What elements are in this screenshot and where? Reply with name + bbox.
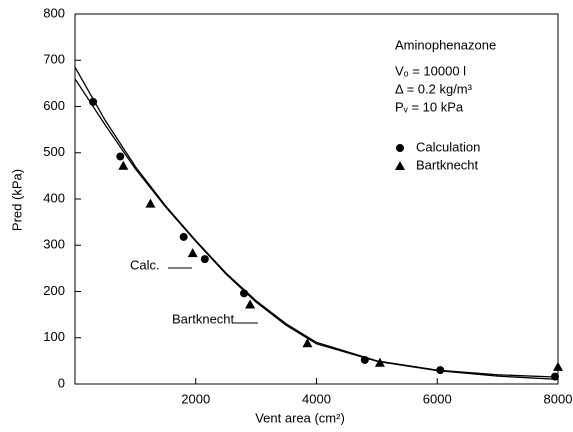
y-tick-label: 300 — [43, 237, 65, 252]
data-point — [302, 338, 313, 348]
x-tick-label: 8000 — [544, 391, 573, 406]
y-tick-label: 400 — [43, 190, 65, 205]
data-point — [116, 152, 125, 161]
legend-marker — [395, 161, 405, 170]
annotation: Aminophenazone — [395, 37, 496, 52]
x-tick-label: 6000 — [423, 391, 452, 406]
curve-label: Bartknecht — [172, 311, 235, 326]
legend-label: Calculation — [416, 139, 480, 154]
fit-curve — [74, 78, 559, 381]
plot-frame — [74, 13, 559, 385]
legend-label: Bartknecht — [416, 157, 479, 172]
data-point — [240, 289, 249, 298]
y-tick-label: 200 — [43, 283, 65, 298]
data-point — [200, 255, 209, 264]
data-point — [245, 299, 256, 309]
data-point — [187, 248, 198, 258]
y-tick-label: 500 — [43, 144, 65, 159]
data-point — [179, 232, 188, 241]
y-tick-label: 600 — [43, 98, 65, 113]
data-point — [553, 361, 563, 371]
annotation: Vₒ = 10000 l — [395, 63, 466, 78]
y-tick-label: 0 — [58, 375, 65, 390]
data-point — [374, 357, 385, 367]
x-tick-label: 2000 — [181, 391, 210, 406]
y-tick-label: 800 — [43, 5, 65, 20]
data-point — [550, 372, 559, 381]
x-tick-label: 4000 — [302, 391, 331, 406]
annotation: Δ = 0.2 kg/m³ — [395, 81, 473, 96]
data-point — [360, 355, 369, 364]
data-point — [89, 97, 98, 106]
fit-curve — [74, 66, 559, 378]
data-point — [436, 366, 445, 375]
data-point — [118, 160, 129, 170]
x-axis-label: Vent area (cm²) — [255, 410, 345, 425]
curve-label: Calc. — [130, 257, 160, 272]
y-tick-label: 700 — [43, 52, 65, 67]
y-tick-label: 100 — [43, 329, 65, 344]
data-point — [145, 198, 156, 208]
legend-marker — [396, 144, 404, 152]
annotation: Pᵥ = 10 kPa — [395, 99, 464, 114]
y-axis-label: Pred (kPa) — [9, 169, 24, 231]
